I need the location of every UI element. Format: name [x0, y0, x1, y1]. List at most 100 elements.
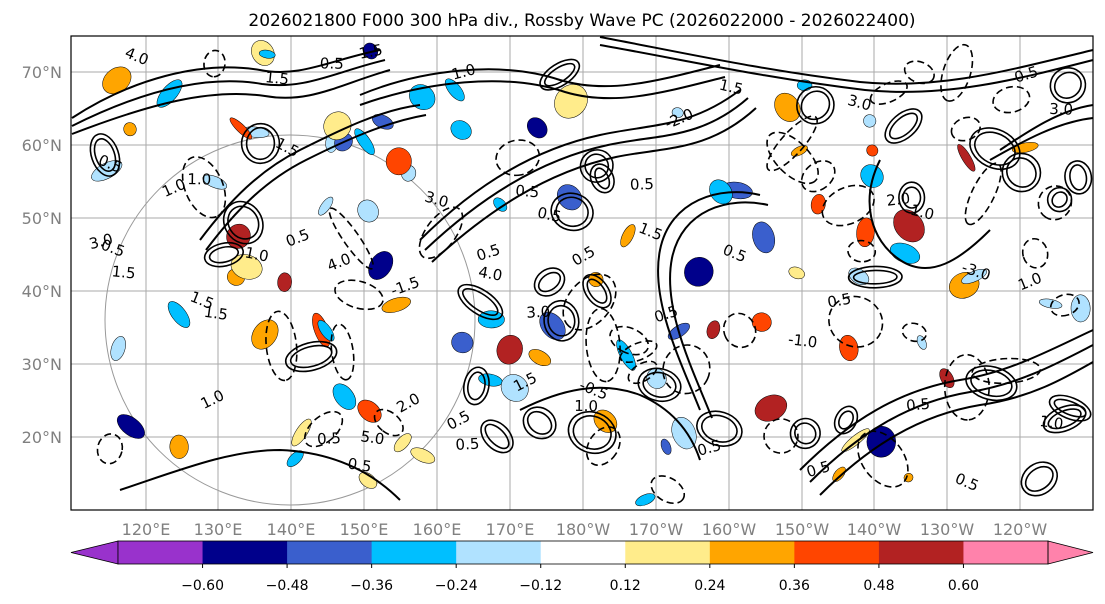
positive-contour: [119, 448, 401, 501]
contour-value-label: 1.0: [243, 243, 270, 265]
negative-contour: [992, 85, 1031, 114]
graticule-grid: [71, 36, 1093, 510]
positive-contour-ring: [567, 410, 617, 455]
convergence-patch: [323, 111, 352, 141]
convergence-patch: [357, 399, 382, 423]
positive-contour-ring: [852, 269, 898, 285]
convergence-patch: [381, 296, 411, 313]
longitude-label: 140°E: [267, 520, 316, 539]
negative-contour: [330, 323, 355, 381]
positive-contour-ring: [89, 133, 121, 177]
positive-contour-ring: [1001, 152, 1042, 193]
convergence-patch: [839, 334, 859, 362]
convergence-patch: [706, 320, 721, 339]
positive-contour-ring: [594, 167, 611, 190]
divergence-patch: [684, 257, 714, 287]
longitude-label: 150°W: [775, 520, 830, 539]
positive-contour: [519, 386, 701, 461]
positive-contour-ring: [522, 406, 557, 440]
positive-contour-ring: [222, 200, 264, 245]
contour-value-label: 0.5: [695, 436, 723, 460]
contour-value-label: 1.5: [718, 76, 745, 99]
colorbar-extend-min: [70, 540, 119, 565]
negative-contour: [1021, 237, 1049, 269]
divergence-patch: [863, 114, 877, 128]
contour-value-label: 4.0: [477, 263, 504, 285]
negative-contour: [627, 360, 658, 385]
latitude-label: 40°N: [22, 282, 62, 301]
convergence-patch: [496, 334, 523, 365]
contour-value-label: 1.5: [203, 303, 229, 324]
positive-contour-ring: [1064, 160, 1093, 195]
positive-contour-ring: [969, 127, 1021, 171]
positive-contour-ring: [484, 423, 510, 450]
divergence-patch: [1070, 294, 1091, 323]
longitude-label: 150°E: [340, 520, 389, 539]
positive-contour-ring: [480, 419, 514, 454]
negative-contour: [869, 80, 908, 105]
colorbar-extend-max: [1047, 540, 1094, 565]
contour-value-label: 1.0: [574, 397, 598, 415]
positive-contour-ring: [1053, 71, 1082, 99]
contour-value-label: 1.5: [264, 68, 290, 88]
colorbar-tick-label: −0.12: [519, 578, 562, 594]
divergence-patch: [961, 269, 987, 284]
contour-value-label: 0.5: [346, 454, 372, 476]
positive-contour: [819, 361, 1094, 496]
longitude-label: 130°W: [920, 520, 975, 539]
negative-contour: [1049, 293, 1080, 317]
negative-contour: [766, 115, 818, 172]
contour-value-label: -1.0: [787, 330, 818, 351]
negative-contour: [373, 408, 404, 437]
convergence-patch: [893, 209, 925, 243]
positive-contour: [71, 49, 381, 119]
positive-contour-ring: [847, 265, 903, 289]
negative-contour: [828, 295, 884, 348]
colorbar-tick-label: 0.36: [779, 578, 810, 594]
positive-contour-ring: [1053, 398, 1087, 418]
positive-contour-ring: [696, 410, 743, 447]
positive-contour-ring: [898, 181, 926, 214]
positive-contour-ring: [965, 365, 1018, 402]
colorbar-tick-label: 0.12: [610, 578, 641, 594]
colorbar-segment: [878, 541, 964, 564]
latitude-label: 20°N: [22, 428, 62, 447]
convergence-patch: [291, 418, 312, 447]
colorbar-tick-label: −0.48: [266, 578, 309, 594]
colorbar-outline: [117, 540, 1049, 565]
longitude-label: 120°W: [993, 520, 1048, 539]
convergence-patch: [123, 122, 137, 137]
divergence-patch: [539, 311, 566, 341]
negative-contour: [418, 206, 464, 260]
contour-value-label: 1.5: [111, 262, 137, 282]
convergence-patch: [358, 472, 378, 489]
positive-contour-ring: [539, 58, 581, 91]
negative-contour: [334, 279, 384, 311]
negative-contour: [901, 322, 928, 343]
colorbar-tick-label: 0.24: [694, 578, 725, 594]
colorbar-segment: [371, 541, 457, 564]
positive-contour: [599, 44, 1094, 93]
negative-contour: [857, 430, 909, 488]
negative-contour: [800, 160, 836, 193]
latitude-label: 60°N: [22, 136, 62, 155]
positive-contour: [71, 69, 391, 135]
positive-contour-ring: [543, 62, 576, 87]
positive-contour-ring: [462, 366, 490, 406]
colorbar-segment: [118, 541, 204, 564]
contour-value-label: 0.5: [826, 290, 853, 312]
positive-contour-ring: [642, 371, 677, 398]
colorbar-segment: [202, 541, 288, 564]
contour-value-label: 3.0: [87, 230, 115, 253]
colorbar-segment: [709, 541, 795, 564]
convergence-patch: [866, 144, 879, 157]
map-plot-area: 5.04.03.02.01.51.00.5-0.5-1.0-1.5-2.0-3.…: [70, 35, 1094, 511]
positive-contour: [205, 114, 427, 251]
positive-contour: [669, 201, 769, 419]
latitude-label: 50°N: [22, 209, 62, 228]
longitude-labels: 120°E 130°E 140°E 150°E 160°E 170°E 180°W 170°W…: [122, 520, 1048, 539]
positive-contour-ring: [245, 126, 276, 161]
contour-value-label: 5.0: [359, 427, 385, 448]
contour-value-label: 2.0: [885, 189, 911, 210]
divergence-patch: [110, 336, 126, 361]
